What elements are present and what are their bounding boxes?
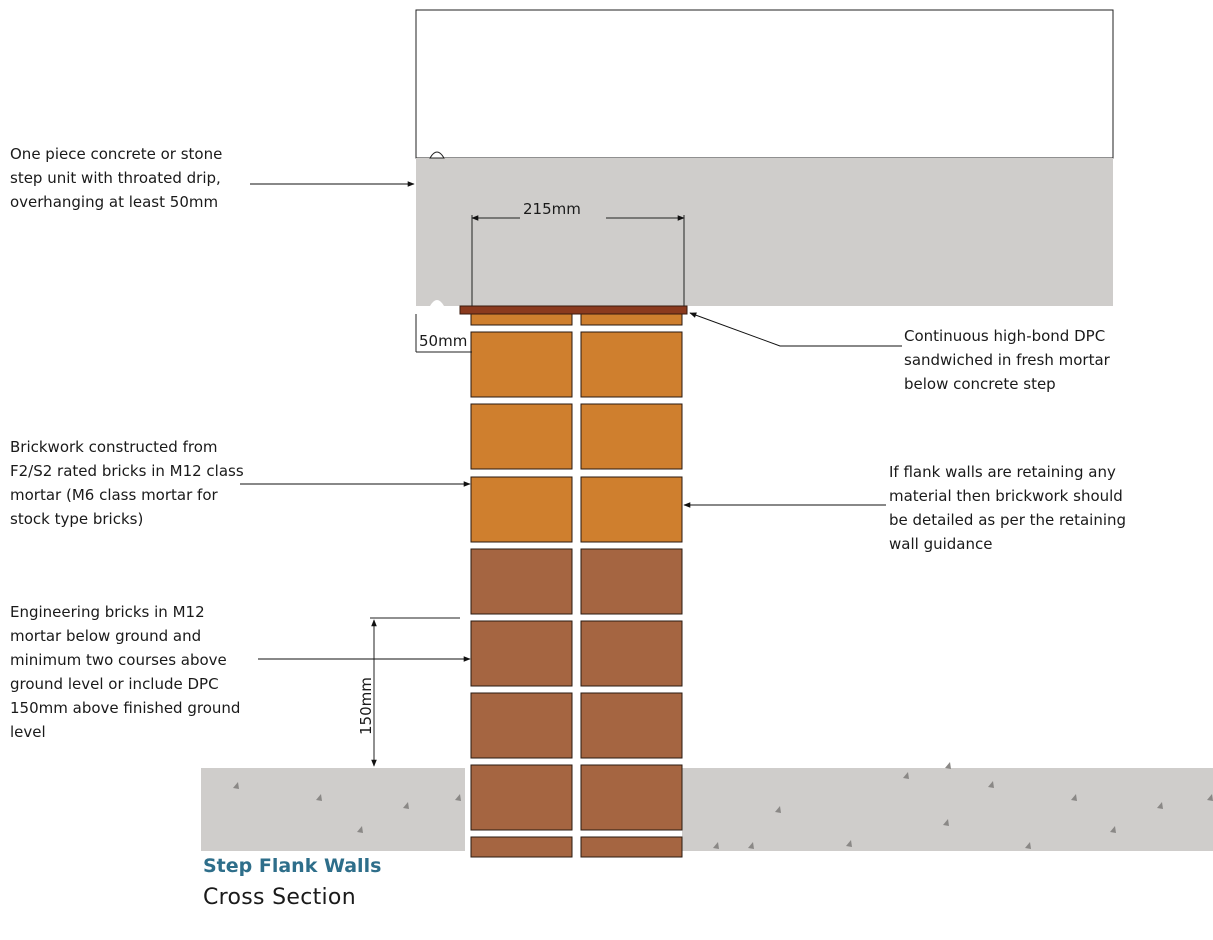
- aggregate-fleck: [943, 819, 949, 826]
- aggregate-fleck: [903, 772, 909, 779]
- throated-drip: [430, 300, 444, 306]
- aggregate-fleck: [455, 794, 461, 801]
- engineering-brick: [580, 548, 683, 615]
- upper-step-outline: [415, 9, 1114, 159]
- dimension-50mm: 50mm: [415, 314, 472, 353]
- aggregate-fleck: [1071, 794, 1077, 801]
- note-step-unit: One piece concrete or stone step unit wit…: [10, 145, 223, 211]
- facing-brick: [470, 476, 573, 543]
- dimension-150-label: 150mm: [357, 677, 375, 735]
- engineering-brick: [470, 692, 573, 759]
- aggregate-fleck: [775, 806, 781, 813]
- aggregate-fleck: [1157, 802, 1163, 809]
- dimension-150mm: 150mm: [357, 617, 460, 767]
- aggregate-fleck: [403, 802, 409, 809]
- facing-brick: [580, 313, 683, 326]
- engineering-brick: [580, 764, 683, 831]
- ground-aggregate: [233, 762, 1213, 849]
- concrete-step-unit: [416, 158, 1113, 306]
- aggregate-fleck: [945, 762, 951, 769]
- facing-brick: [580, 403, 683, 470]
- dimension-215-label: 215mm: [523, 200, 581, 218]
- engineering-brick: [470, 548, 573, 615]
- facing-brick: [580, 331, 683, 398]
- aggregate-fleck: [988, 781, 994, 788]
- note-flank-walls: If flank walls are retaining any material…: [889, 463, 1127, 553]
- facing-brick: [470, 403, 573, 470]
- aggregate-fleck: [1025, 842, 1031, 849]
- aggregate-fleck: [316, 794, 322, 801]
- dpc-strip: [459, 305, 688, 315]
- leader-dpc: [689, 312, 902, 347]
- engineering-brick: [470, 836, 573, 858]
- ground-right: [682, 768, 1213, 851]
- aggregate-fleck: [1207, 794, 1213, 801]
- engineering-brick: [580, 836, 683, 858]
- dimension-50-label: 50mm: [419, 332, 467, 350]
- aggregate-fleck: [846, 840, 852, 847]
- aggregate-fleck: [748, 842, 754, 849]
- engineering-brick: [470, 620, 573, 687]
- aggregate-fleck: [713, 842, 719, 849]
- throated-drip-top: [429, 151, 445, 159]
- ground-left: [201, 768, 465, 851]
- facing-brick: [580, 476, 683, 543]
- engineering-brick: [580, 620, 683, 687]
- engineering-brick: [580, 692, 683, 759]
- dimension-215mm: 215mm: [471, 200, 685, 306]
- aggregate-fleck: [1110, 826, 1116, 833]
- facing-brick: [470, 331, 573, 398]
- aggregate-fleck: [357, 826, 363, 833]
- engineering-brick: [470, 764, 573, 831]
- facing-brick: [470, 313, 573, 326]
- aggregate-fleck: [233, 782, 239, 789]
- caption-title: Step Flank Walls: [203, 855, 382, 877]
- brick-wall: [465, 313, 683, 858]
- caption-subtitle: Cross Section: [203, 885, 356, 910]
- note-engineering-bricks: Engineering bricks in M12 mortar below gr…: [10, 603, 241, 741]
- note-brickwork: Brickwork constructed from F2/S2 rated br…: [10, 438, 244, 528]
- note-dpc: Continuous high-bond DPC sandwiched in fr…: [904, 327, 1110, 393]
